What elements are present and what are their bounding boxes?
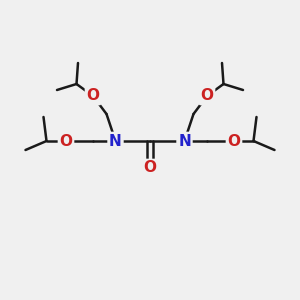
Text: O: O (200, 88, 214, 104)
Text: O: O (86, 88, 100, 104)
Text: N: N (178, 134, 191, 148)
Text: N: N (109, 134, 122, 148)
Text: O: O (143, 160, 157, 175)
Text: O: O (227, 134, 241, 148)
Text: O: O (59, 134, 73, 148)
